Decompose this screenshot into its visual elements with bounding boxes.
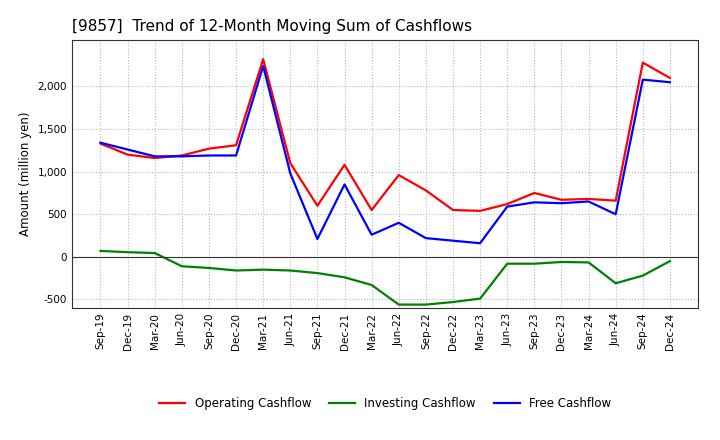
Free Cashflow [611,212,620,217]
Operating Cashflow [395,172,403,178]
Investing Cashflow [530,261,539,266]
Operating Cashflow [611,198,620,203]
Operating Cashflow [341,162,349,168]
Investing Cashflow [639,273,647,278]
Operating Cashflow [232,143,240,148]
Investing Cashflow [449,299,457,304]
Free Cashflow [259,63,268,69]
Free Cashflow [150,154,159,159]
Free Cashflow [178,154,186,159]
Free Cashflow [665,80,674,85]
Investing Cashflow [665,258,674,264]
Free Cashflow [503,204,511,209]
Free Cashflow [530,200,539,205]
Investing Cashflow [503,261,511,266]
Free Cashflow [286,171,294,176]
Investing Cashflow [611,281,620,286]
Free Cashflow [123,147,132,152]
Free Cashflow [96,140,105,145]
Investing Cashflow [178,264,186,269]
Investing Cashflow [341,275,349,280]
Investing Cashflow [286,268,294,273]
Investing Cashflow [395,302,403,307]
Investing Cashflow [584,260,593,265]
Operating Cashflow [367,207,376,213]
Operating Cashflow [665,75,674,81]
Investing Cashflow [557,259,566,264]
Investing Cashflow [259,267,268,272]
Investing Cashflow [204,265,213,271]
Free Cashflow [584,199,593,204]
Operating Cashflow [476,208,485,213]
Text: [9857]  Trend of 12-Month Moving Sum of Cashflows: [9857] Trend of 12-Month Moving Sum of C… [72,19,472,34]
Line: Free Cashflow: Free Cashflow [101,66,670,243]
Free Cashflow [367,232,376,237]
Investing Cashflow [421,302,430,307]
Y-axis label: Amount (million yen): Amount (million yen) [19,112,32,236]
Operating Cashflow [503,202,511,207]
Operating Cashflow [313,203,322,209]
Operating Cashflow [123,152,132,157]
Investing Cashflow [150,250,159,256]
Operating Cashflow [150,155,159,161]
Investing Cashflow [96,248,105,253]
Free Cashflow [204,153,213,158]
Operating Cashflow [204,146,213,151]
Free Cashflow [476,241,485,246]
Free Cashflow [449,238,457,243]
Free Cashflow [341,182,349,187]
Free Cashflow [395,220,403,225]
Operating Cashflow [286,161,294,166]
Free Cashflow [313,236,322,242]
Operating Cashflow [259,57,268,62]
Operating Cashflow [639,60,647,65]
Investing Cashflow [123,249,132,255]
Free Cashflow [557,201,566,206]
Investing Cashflow [367,282,376,288]
Investing Cashflow [313,271,322,276]
Operating Cashflow [584,196,593,202]
Operating Cashflow [530,191,539,196]
Operating Cashflow [449,207,457,213]
Free Cashflow [232,153,240,158]
Operating Cashflow [96,141,105,146]
Line: Investing Cashflow: Investing Cashflow [101,251,670,304]
Investing Cashflow [232,268,240,273]
Operating Cashflow [421,188,430,193]
Line: Operating Cashflow: Operating Cashflow [101,59,670,211]
Operating Cashflow [557,197,566,202]
Free Cashflow [421,235,430,241]
Investing Cashflow [476,296,485,301]
Free Cashflow [639,77,647,82]
Legend: Operating Cashflow, Investing Cashflow, Free Cashflow: Operating Cashflow, Investing Cashflow, … [155,392,616,415]
Operating Cashflow [178,153,186,158]
